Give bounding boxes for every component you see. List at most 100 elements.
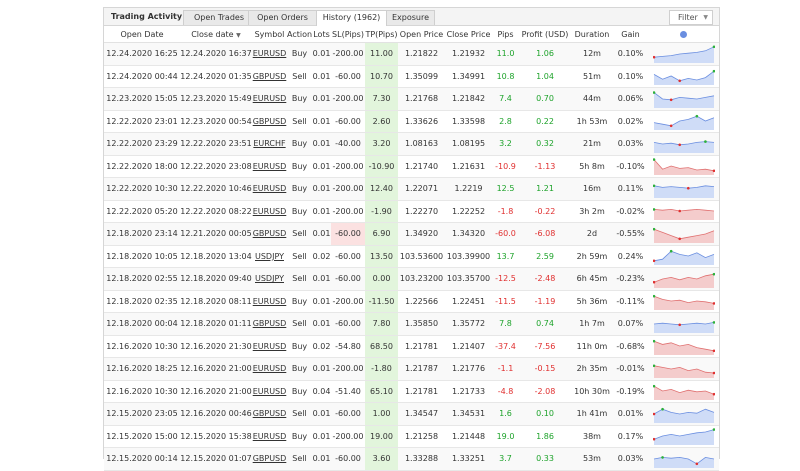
symbol-link[interactable]: GBPUSD: [252, 312, 287, 336]
symbol-text[interactable]: EURUSD: [252, 386, 287, 396]
table-row[interactable]: 12.22.2020 23:01 12.23.2020 00:54 GBPUSD Se…: [104, 110, 719, 133]
symbol-text[interactable]: EURUSD: [252, 431, 287, 441]
duration-cell: 53m: [571, 447, 613, 471]
symbol-link[interactable]: EURUSD: [252, 425, 287, 448]
open-price-cell: 1.33288: [398, 447, 445, 471]
symbol-text[interactable]: EURUSD: [252, 161, 287, 171]
symbol-text[interactable]: EURUSD: [252, 206, 287, 216]
action-cell: Sell: [287, 267, 312, 291]
open-date-cell: 12.15.2020 15:00: [104, 425, 180, 448]
symbol-link[interactable]: EURUSD: [252, 155, 287, 178]
tab-history[interactable]: History (1962): [316, 10, 387, 26]
tab-open-trades[interactable]: Open Trades: [183, 10, 255, 25]
table-row[interactable]: 12.24.2020 00:44 12.24.2020 01:35 GBPUSD Se…: [104, 65, 719, 88]
symbol-text[interactable]: GBPUSD: [252, 319, 287, 329]
pips-cell: 3.2: [492, 132, 519, 156]
gain-sparkline: [648, 65, 719, 88]
symbol-text[interactable]: EURUSD: [252, 341, 287, 351]
open-date-cell: 12.24.2020 16:25: [104, 42, 180, 66]
table-row[interactable]: 12.22.2020 23:29 12.22.2020 23:51 EURCHF Bu…: [104, 132, 719, 156]
symbol-link[interactable]: EURUSD: [252, 42, 287, 66]
table-row[interactable]: 12.18.2020 02:35 12.18.2020 08:11 EURUSD Bu…: [104, 290, 719, 313]
symbol-link[interactable]: GBPUSD: [252, 447, 287, 471]
table-row[interactable]: 12.22.2020 05:20 12.22.2020 08:22 EURUSD Bu…: [104, 200, 719, 223]
symbol-text[interactable]: EURUSD: [252, 49, 287, 59]
gain-sparkline: [648, 42, 719, 66]
col-profit[interactable]: Profit (USD): [519, 26, 571, 43]
close-date-cell: 12.15.2020 15:38: [180, 425, 252, 448]
table-row[interactable]: 12.18.2020 10:05 12.18.2020 13:04 USDJPY Se…: [104, 245, 719, 268]
col-tp[interactable]: TP(Pips): [365, 26, 398, 43]
close-date-cell: 12.15.2020 01:07: [180, 447, 252, 471]
profit-cell: 0.10: [519, 402, 571, 426]
col-close-date[interactable]: Close date ▼: [180, 26, 252, 43]
table-row[interactable]: 12.15.2020 00:14 12.15.2020 01:07 GBPUSD Se…: [104, 447, 719, 471]
symbol-text[interactable]: USDJPY: [255, 274, 284, 284]
action-cell: Buy: [287, 380, 312, 403]
sparkline-line: [653, 386, 714, 395]
col-gain[interactable]: Gain: [613, 26, 648, 43]
symbol-text[interactable]: GBPUSD: [252, 229, 287, 239]
table-row[interactable]: 12.16.2020 18:25 12.16.2020 21:00 EURUSD Bu…: [104, 357, 719, 381]
symbol-link[interactable]: GBPUSD: [252, 65, 287, 88]
symbol-text[interactable]: USDJPY: [255, 251, 284, 261]
filter-dropdown[interactable]: Filter ▼: [669, 10, 713, 25]
symbol-text[interactable]: EURCHF: [253, 139, 286, 149]
close-date-cell: 12.23.2020 15:49: [180, 87, 252, 111]
symbol-link[interactable]: EURCHF: [252, 132, 287, 156]
symbol-text[interactable]: EURUSD: [252, 364, 287, 374]
lots-cell: 0.01: [312, 222, 331, 246]
tp-cell: 12.40: [365, 177, 398, 201]
profit-cell: -1.13: [519, 155, 571, 178]
symbol-text[interactable]: GBPUSD: [252, 454, 287, 464]
symbol-link[interactable]: EURUSD: [252, 335, 287, 358]
gain-sparkline: [648, 177, 719, 201]
sparkline-line: [653, 296, 714, 305]
col-symbol[interactable]: Symbol: [252, 26, 287, 43]
table-row[interactable]: 12.22.2020 18:00 12.22.2020 23:08 EURUSD Bu…: [104, 155, 719, 178]
table-row[interactable]: 12.22.2020 10:30 12.22.2020 10:46 EURUSD Bu…: [104, 177, 719, 201]
table-row[interactable]: 12.18.2020 02:55 12.18.2020 09:40 USDJPY Se…: [104, 267, 719, 291]
sparkline-line: [653, 46, 714, 58]
table-row[interactable]: 12.18.2020 23:14 12.21.2020 00:05 GBPUSD Se…: [104, 222, 719, 246]
table-row[interactable]: 12.16.2020 10:30 12.16.2020 21:00 EURUSD Bu…: [104, 380, 719, 403]
col-close-price[interactable]: Close Price: [445, 26, 492, 43]
symbol-link[interactable]: USDJPY: [252, 267, 287, 291]
table-row[interactable]: 12.15.2020 23:05 12.16.2020 00:46 GBPUSD Se…: [104, 402, 719, 426]
symbol-link[interactable]: GBPUSD: [252, 402, 287, 426]
symbol-text[interactable]: GBPUSD: [252, 71, 287, 81]
symbol-link[interactable]: GBPUSD: [252, 110, 287, 133]
table-row[interactable]: 12.15.2020 15:00 12.15.2020 15:38 EURUSD Bu…: [104, 425, 719, 448]
col-open-date[interactable]: Open Date: [104, 26, 180, 43]
symbol-link[interactable]: EURUSD: [252, 177, 287, 201]
tab-exposure[interactable]: Exposure: [386, 10, 435, 25]
symbol-link[interactable]: EURUSD: [252, 87, 287, 111]
open-date-cell: 12.16.2020 18:25: [104, 357, 180, 381]
col-sl[interactable]: SL(Pips): [331, 26, 365, 43]
table-row[interactable]: 12.23.2020 15:05 12.23.2020 15:49 EURUSD Bu…: [104, 87, 719, 111]
sparkline-marker: [712, 70, 715, 73]
close-price-cell: 1.08195: [445, 132, 492, 156]
symbol-link[interactable]: GBPUSD: [252, 222, 287, 246]
symbol-text[interactable]: GBPUSD: [252, 116, 287, 126]
col-lots[interactable]: Lots: [312, 26, 331, 43]
table-row[interactable]: 12.18.2020 00:04 12.18.2020 01:11 GBPUSD Se…: [104, 312, 719, 336]
col-duration[interactable]: Duration: [571, 26, 613, 43]
symbol-link[interactable]: EURUSD: [252, 357, 287, 381]
col-open-price[interactable]: Open Price: [398, 26, 445, 43]
col-pips[interactable]: Pips: [492, 26, 519, 43]
col-action[interactable]: Action: [287, 26, 312, 43]
symbol-text[interactable]: GBPUSD: [252, 409, 287, 419]
table-row[interactable]: 12.24.2020 16:25 12.24.2020 16:37 EURUSD Bu…: [104, 42, 719, 66]
sparkline-line: [653, 228, 714, 239]
symbol-link[interactable]: USDJPY: [252, 245, 287, 268]
symbol-link[interactable]: EURUSD: [252, 290, 287, 313]
symbol-link[interactable]: EURUSD: [252, 380, 287, 403]
symbol-link[interactable]: EURUSD: [252, 200, 287, 223]
table-row[interactable]: 12.16.2020 10:30 12.16.2020 21:30 EURUSD Bu…: [104, 335, 719, 358]
symbol-text[interactable]: EURUSD: [252, 184, 287, 194]
symbol-text[interactable]: EURUSD: [252, 296, 287, 306]
symbol-text[interactable]: EURUSD: [252, 94, 287, 104]
tab-open-orders[interactable]: Open Orders: [248, 10, 317, 25]
tp-cell: 65.10: [365, 380, 398, 403]
